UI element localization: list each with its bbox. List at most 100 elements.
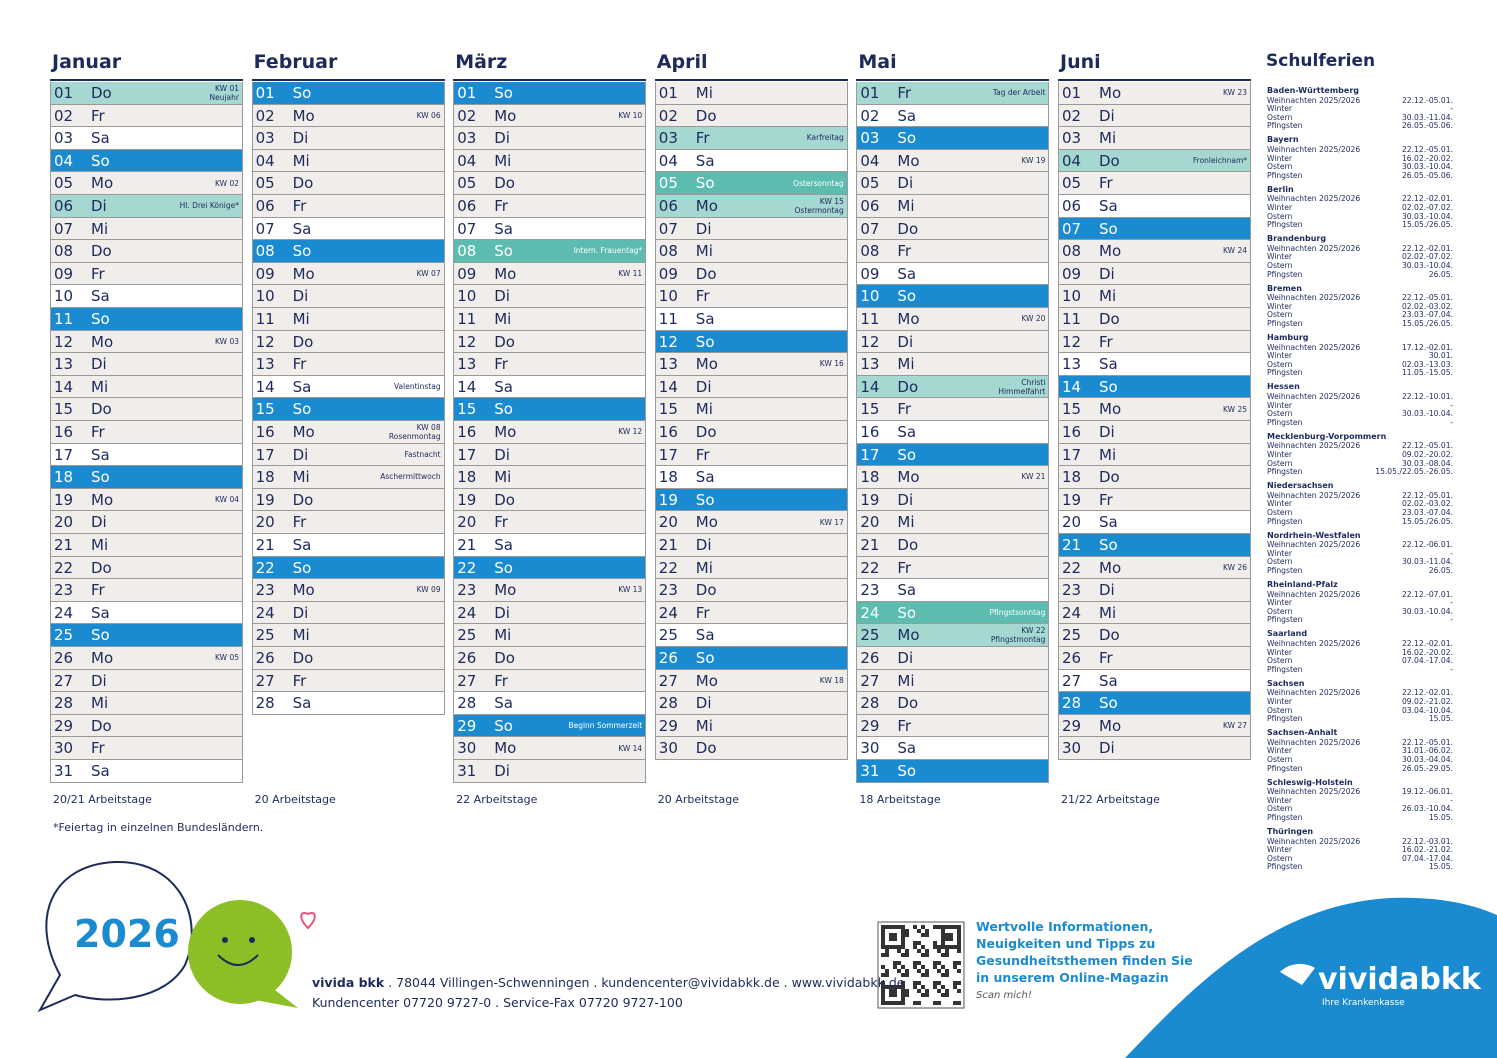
weekday: Fr [695,445,710,464]
day-row: 07 Do [856,217,1050,241]
holiday-label: Ostern [1267,656,1293,666]
qr-module [921,953,925,957]
day-number: 23 [1062,581,1082,600]
weekday: Do [292,649,314,667]
day-row: 25 So [50,624,243,647]
workdays: 21/22 Arbeitstage [1061,793,1160,806]
speech-bubble [37,860,193,1013]
day-number: 31 [457,762,477,780]
qr-module [905,993,909,997]
day-row: 04 Mi [251,149,445,173]
day-row: 05 Di [856,172,1050,195]
day-number: 27 [255,671,275,690]
qr-module [893,989,897,993]
day-number: 12 [54,332,74,351]
holiday-line: Winter - [1267,598,1453,607]
qr-module [917,981,921,985]
weekday: Di [292,287,309,306]
weekday: So [292,558,312,577]
day-row: 22 Mi [654,556,848,580]
holiday-label: Pfingsten [1267,467,1303,477]
weekday: So [897,129,917,148]
day-row: 20 Mi [856,511,1050,534]
day-number: 19 [457,490,477,509]
day-note: KW 08 [416,422,441,432]
holiday-label: Weihnachten 2025/2026 [1267,144,1361,154]
day-row: 25 Mo KW 22 Pfingstmontag [856,624,1050,647]
day-number: 07 [658,219,678,238]
qr-module [913,945,917,949]
smile [217,954,259,966]
holiday-dates: 22.12.-05.01. [1401,490,1453,500]
day-row: 27 Di [50,669,243,693]
holiday-label: Ostern [1267,705,1293,715]
smiley [188,900,292,1004]
holiday-dates: 03.04.-10.04. [1401,705,1453,715]
day-row: 12 Di [856,330,1050,354]
day-number: 08 [658,242,678,261]
day-note: KW 10 [618,110,643,120]
day-row: 19 Fr [1058,488,1251,512]
weekday: Di [91,671,107,690]
qr-module [901,985,905,989]
day-row: 24 Mi [1058,601,1251,625]
day-number: 30 [54,739,74,758]
weekday: Mi [494,310,512,328]
holiday-dates: 31.01.-06.02. [1401,746,1453,756]
weekday: So [897,287,917,306]
day-number: 22 [457,558,477,577]
weekday: Do [494,649,515,667]
qr-module [889,945,893,949]
day-number: 04 [457,151,477,170]
day-row: 13 Di [50,353,243,376]
state-name: Mecklenburg-Vorpommern [1267,431,1387,441]
holiday-line: Pfingsten 15.05./26.05. [1267,517,1453,526]
day-row: 09 Mo KW 07 [251,262,445,286]
qr-module [881,1001,885,1005]
holiday-label: Winter [1267,696,1293,706]
day-notes: Tag der Arbeit [993,82,1046,104]
day-number: 14 [658,377,678,396]
weekday: Mi [494,151,512,170]
weekday: Mo [91,174,114,193]
promo-line: Wertvolle Informationen, [976,919,1154,934]
holiday-dates: 30.01. [1428,351,1453,361]
holiday-label: Weihnachten 2025/2026 [1267,688,1361,698]
qr-module [885,973,889,977]
weekday: So [91,151,110,170]
day-number: 19 [658,490,678,509]
day-number: 16 [1062,423,1082,441]
qr-module [945,989,949,993]
day-number: 20 [54,513,74,532]
day-row: 17 Sa [50,443,243,467]
day-number: 01 [860,84,880,102]
qr-module [945,925,949,929]
day-number: 02 [860,106,880,125]
holiday-label: Weihnachten 2025/2026 [1267,540,1361,550]
day-row: 23 Do [654,579,848,602]
day-note: KW 07 [416,269,441,279]
day-number: 06 [457,197,477,215]
day-row: 16 Fr [50,421,243,444]
qr-module [925,973,929,977]
day-number: 01 [658,84,678,102]
qr-module [881,945,885,949]
day-number: 25 [860,626,880,645]
qr-module [885,953,889,957]
weekday: Fr [91,739,105,758]
holiday-dates: 19.12.-06.01. [1401,787,1453,797]
qr-module [957,925,961,929]
qr-module [933,1001,937,1005]
holiday-line: Ostern 30.03.-10.04. [1267,162,1453,171]
weekday: Fr [494,197,508,215]
day-number: 01 [457,84,477,102]
day-number: 17 [1062,445,1082,464]
weekday: Fr [897,84,912,102]
weekday: Sa [1099,355,1118,374]
holiday-line: Winter 16.02.-20.02. [1267,154,1453,163]
day-row: 12 Mo KW 03 [50,330,243,354]
weekday: Mo [1099,84,1122,102]
day-number: 26 [658,649,678,667]
qr-module [893,925,897,929]
day-row: 15 Fr [856,398,1050,421]
